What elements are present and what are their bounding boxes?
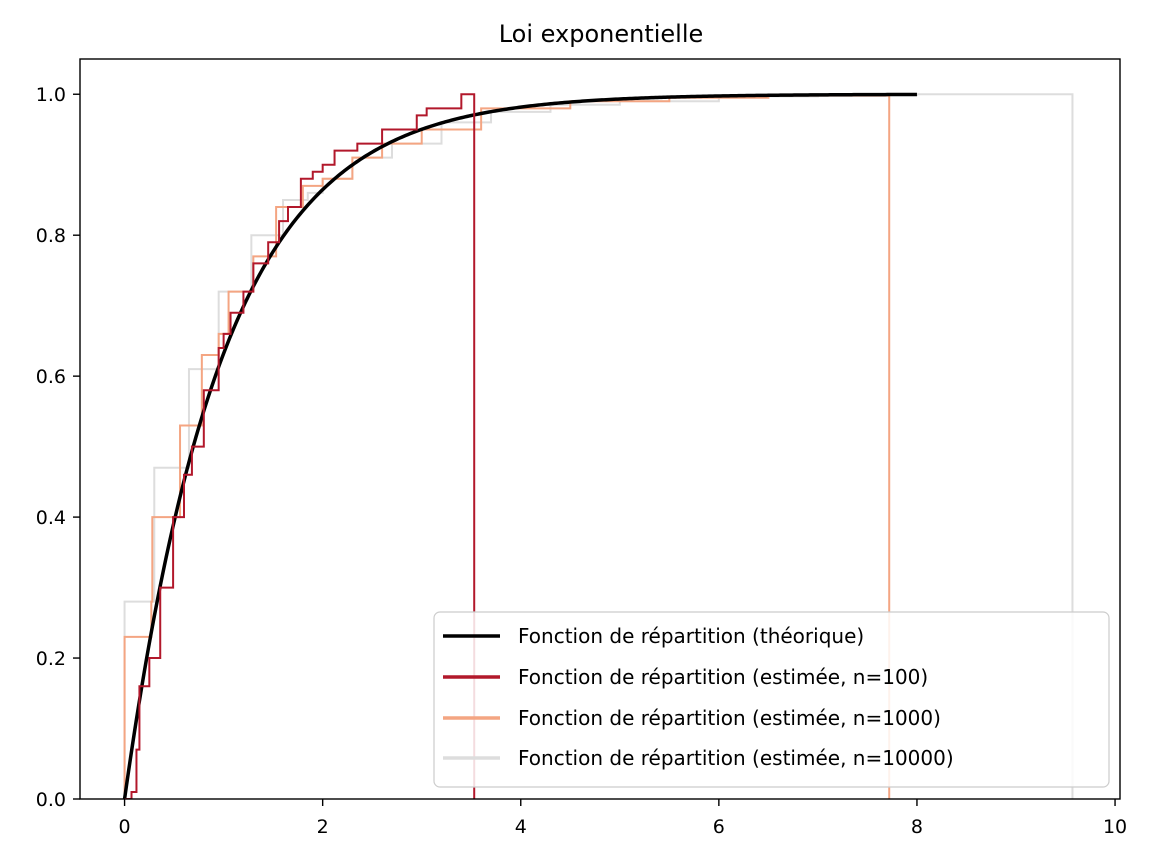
x-tick-label: 2 (317, 816, 329, 838)
legend-label-n10000: Fonction de répartition (estimée, n=1000… (518, 746, 954, 770)
y-tick-label: 0.4 (36, 507, 66, 529)
x-tick-label: 4 (515, 816, 527, 838)
y-tick-label: 1.0 (36, 84, 66, 106)
x-tick-label: 6 (713, 816, 725, 838)
x-tick-label: 8 (911, 816, 923, 838)
x-axis: 0 2 4 6 8 10 (119, 799, 1127, 838)
legend-label-n1000: Fonction de répartition (estimée, n=1000… (518, 706, 941, 730)
plot-area (122, 92, 1074, 799)
y-axis: 0.0 0.2 0.4 0.6 0.8 1.0 (36, 84, 80, 811)
y-tick-label: 0.0 (36, 789, 66, 811)
legend-label-theorique: Fonction de répartition (théorique) (518, 624, 864, 648)
x-tick-label: 0 (119, 816, 131, 838)
plot-frame (79, 58, 1121, 800)
chart-title: Loi exponentielle (499, 20, 704, 48)
x-tick-label: 10 (1103, 816, 1127, 838)
legend-frame (433, 611, 1110, 788)
legend: Fonction de répartition (théorique) Fonc… (433, 611, 1110, 788)
y-tick-label: 0.2 (36, 648, 66, 670)
series-curve-theorique (122, 92, 917, 799)
y-tick-label: 0.8 (36, 225, 66, 247)
legend-label-n100: Fonction de répartition (estimée, n=100) (518, 665, 928, 689)
series-step-1 (124, 93, 476, 799)
y-tick-label: 0.6 (36, 366, 66, 388)
series-layer (122, 92, 1074, 799)
